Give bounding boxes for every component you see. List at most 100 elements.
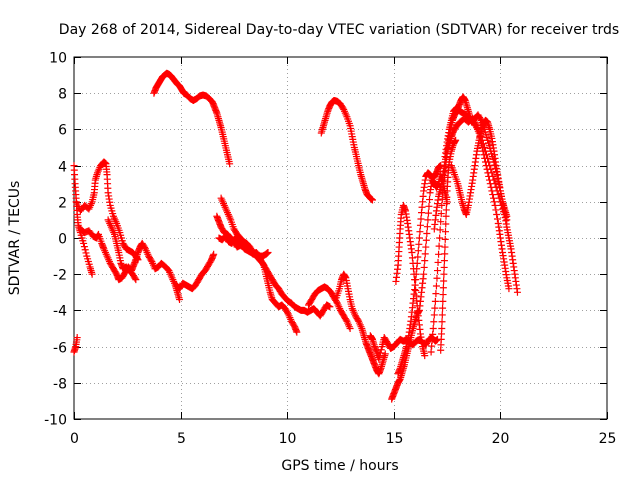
data-point [429, 325, 437, 332]
data-point [495, 194, 503, 202]
data-point [432, 290, 440, 298]
series-arc-6 [150, 69, 234, 168]
x-tick-label: 0 [70, 431, 79, 447]
data-point [442, 228, 450, 236]
data-point [424, 216, 432, 224]
data-point [439, 304, 447, 312]
data-point [147, 256, 155, 264]
data-point [488, 169, 496, 177]
series-arc-9 [215, 232, 301, 336]
grid-lines [74, 57, 607, 419]
data-point [426, 196, 434, 204]
data-point [489, 194, 497, 202]
data-point [443, 200, 451, 208]
data-point [513, 288, 521, 296]
data-point [479, 140, 487, 148]
series-arc-19 [427, 93, 521, 356]
data-point [431, 304, 439, 312]
y-tick-label: 2 [58, 196, 67, 212]
data-point [81, 246, 89, 254]
data-point [497, 201, 505, 209]
data-point [436, 226, 444, 234]
data-point [437, 218, 445, 226]
data-point [432, 282, 440, 290]
data-point [487, 165, 495, 173]
data-point [503, 216, 511, 224]
data-point [490, 198, 498, 206]
data-point [416, 228, 424, 236]
data-point [141, 244, 149, 252]
x-tick-label: 25 [599, 431, 617, 447]
data-point [368, 196, 376, 204]
y-tick-label: 4 [58, 160, 67, 176]
y-tick-label: -8 [53, 377, 67, 393]
y-axis: -10 -8 -6 -4 -2 0 2 4 6 8 10 [44, 51, 607, 429]
data-point [441, 235, 449, 243]
data-point [486, 162, 494, 170]
data-point [480, 144, 488, 151]
data-point [442, 206, 450, 214]
data-point [354, 316, 362, 324]
data-point [421, 352, 429, 360]
chart-title: Day 268 of 2014, Sidereal Day-to-day VTE… [59, 22, 619, 38]
data-point [375, 355, 383, 363]
data-point [441, 243, 449, 251]
data-point [436, 234, 444, 242]
data-point [491, 201, 499, 209]
data-point [342, 316, 350, 324]
series-arc-17 [394, 162, 445, 378]
data-point [485, 158, 493, 166]
data-point [492, 206, 500, 214]
series-arc-3 [72, 158, 142, 264]
data-point [430, 318, 438, 326]
data-point [443, 193, 451, 201]
data-point [376, 349, 384, 357]
x-tick-label: 20 [492, 431, 510, 447]
y-tick-label: -4 [53, 304, 67, 320]
data-point [440, 277, 448, 285]
data-point [440, 270, 448, 278]
data-marks [70, 69, 521, 403]
data-point [283, 309, 291, 317]
data-point [421, 257, 429, 265]
series-arc-1 [70, 162, 96, 278]
data-point [420, 263, 428, 271]
data-point [490, 176, 498, 184]
data-point [82, 249, 90, 257]
data-point [477, 133, 485, 141]
series-arc-21 [447, 116, 511, 220]
series-arc-7 [172, 250, 218, 293]
series-arc-18 [437, 136, 460, 354]
data-point [505, 285, 513, 293]
data-point [483, 151, 491, 159]
plot-frame [73, 56, 608, 420]
data-point [424, 209, 432, 217]
data-point [415, 240, 423, 248]
data-point [226, 160, 234, 168]
series-arc-11 [305, 283, 354, 332]
data-point [492, 183, 500, 191]
series-arc-5 [104, 216, 140, 284]
data-point [433, 274, 441, 282]
data-point [427, 348, 435, 356]
data-point [493, 187, 501, 195]
data-point [493, 210, 501, 218]
data-point [416, 221, 424, 229]
data-point [431, 297, 439, 305]
data-point [478, 136, 486, 144]
data-point [377, 346, 385, 354]
data-point [210, 250, 218, 258]
data-point [494, 191, 502, 199]
data-point [434, 267, 442, 275]
series-arc-13 [332, 270, 389, 378]
data-point [131, 274, 139, 282]
data-point [430, 311, 438, 319]
data-point [440, 257, 448, 265]
x-axis: 0 5 10 15 20 25 [70, 57, 616, 447]
data-point [484, 154, 492, 162]
data-point [414, 253, 422, 261]
data-point [493, 215, 501, 223]
data-point [132, 276, 140, 284]
y-tick-label: -6 [53, 341, 67, 357]
